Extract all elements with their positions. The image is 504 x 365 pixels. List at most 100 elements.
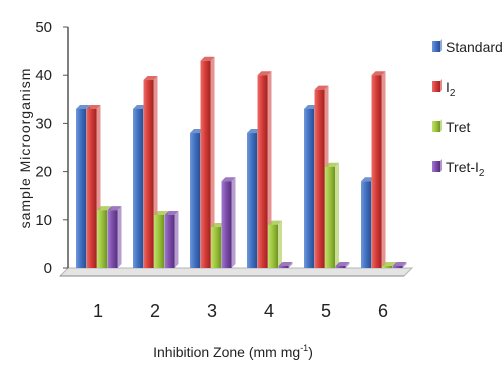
bar-top xyxy=(278,262,293,266)
bar-front xyxy=(268,224,278,268)
legend-label-sub: 2 xyxy=(479,168,485,179)
category-label: 2 xyxy=(150,301,160,321)
bar-top xyxy=(268,220,282,225)
bar-side xyxy=(210,56,215,268)
legend-swatch-side xyxy=(440,79,442,92)
legend-label: Standard xyxy=(446,39,503,55)
legend-label-sub: 2 xyxy=(450,88,456,99)
bar-top xyxy=(86,104,101,109)
bar-top xyxy=(107,206,122,211)
bar-top xyxy=(325,162,339,167)
bar xyxy=(335,262,350,268)
bar xyxy=(107,206,122,268)
bar-side xyxy=(117,206,122,268)
legend-swatch xyxy=(432,81,440,92)
legend-item: I2 xyxy=(432,79,456,99)
legend-swatch xyxy=(432,41,440,52)
legend-item: Standard xyxy=(432,39,503,55)
bar-side xyxy=(345,262,350,268)
legend-swatch-side xyxy=(440,119,442,132)
legend-item: Tret-I2 xyxy=(432,159,485,179)
bar-side xyxy=(402,262,407,268)
bar xyxy=(268,220,282,268)
y-tick-label: 40 xyxy=(35,67,52,84)
x-axis-title: Inhibition Zone (mm mg-1) xyxy=(153,343,313,360)
y-ticks: 0 10 20 30 40 50 xyxy=(35,19,68,277)
bar-top xyxy=(221,177,236,182)
bar-front xyxy=(278,266,289,268)
bar-top xyxy=(154,210,168,215)
bar-front xyxy=(325,166,335,268)
bar-top xyxy=(335,262,350,266)
bar-front xyxy=(76,108,86,268)
legend-swatch-side xyxy=(440,159,442,172)
bar-front xyxy=(211,227,221,268)
bar-top xyxy=(371,71,386,76)
legend-label-text: Tret-I xyxy=(446,159,479,175)
bar-top xyxy=(382,262,396,266)
bar xyxy=(371,71,386,268)
legend-swatch-side xyxy=(440,39,442,52)
bar xyxy=(221,177,236,268)
bar xyxy=(257,71,272,268)
bar-front xyxy=(247,133,257,268)
y-tick-label: 20 xyxy=(35,164,52,181)
legend-label: I2 xyxy=(446,79,456,99)
bar-side xyxy=(174,210,179,268)
legend-label-text: Tret xyxy=(446,119,470,135)
bar xyxy=(325,162,339,268)
bar xyxy=(200,56,215,268)
bar xyxy=(278,262,293,268)
bar-front xyxy=(382,266,392,268)
bar-front xyxy=(190,133,200,268)
bar-side xyxy=(288,262,293,268)
x-axis-title-text: Inhibition Zone (mm mg xyxy=(153,344,300,360)
bar-front xyxy=(86,108,97,268)
bar-top xyxy=(200,56,215,61)
bar-front xyxy=(164,214,175,268)
category-labels: 1 2 3 4 5 6 xyxy=(93,301,388,321)
bar-front xyxy=(257,75,268,268)
bar xyxy=(164,210,179,268)
bar-top xyxy=(164,210,179,215)
bar-side xyxy=(267,71,272,268)
bar-side xyxy=(381,71,386,268)
legend-swatch xyxy=(432,121,440,132)
bar-front xyxy=(154,214,164,268)
y-tick-label: 30 xyxy=(35,115,52,132)
bar-front xyxy=(107,210,118,268)
bar-front xyxy=(97,210,107,268)
y-tick-label: 0 xyxy=(44,260,52,277)
bar-front xyxy=(371,75,382,268)
bar-front xyxy=(392,266,403,268)
bars-group xyxy=(76,56,407,269)
bar-front xyxy=(335,266,346,268)
legend-label: Tret xyxy=(446,119,470,135)
legend-item: Tret xyxy=(432,119,470,135)
bar-side xyxy=(231,177,236,268)
x-axis-title-sup: -1 xyxy=(300,343,308,353)
bar-side xyxy=(335,162,339,268)
y-tick-label: 50 xyxy=(35,19,52,36)
bar-front xyxy=(133,108,143,268)
bar-top xyxy=(143,76,158,81)
bar-top xyxy=(392,262,407,266)
category-label: 1 xyxy=(93,301,103,321)
bar-front xyxy=(200,60,211,268)
legend-label-text: I xyxy=(446,79,450,95)
bar-top xyxy=(97,206,111,211)
bar xyxy=(392,262,407,268)
x-axis-title-end: ) xyxy=(308,344,313,360)
bar-front xyxy=(314,89,325,268)
legend-label: Tret-I2 xyxy=(446,159,485,179)
bar-top xyxy=(314,85,329,90)
bar-front xyxy=(361,181,371,268)
legend-label-text: Standard xyxy=(446,39,503,55)
y-axis-title: sample Microorganism xyxy=(17,68,33,229)
bar-top xyxy=(76,104,90,109)
chart-floor xyxy=(58,267,414,277)
category-label: 3 xyxy=(207,301,217,321)
bar-side xyxy=(278,220,282,268)
